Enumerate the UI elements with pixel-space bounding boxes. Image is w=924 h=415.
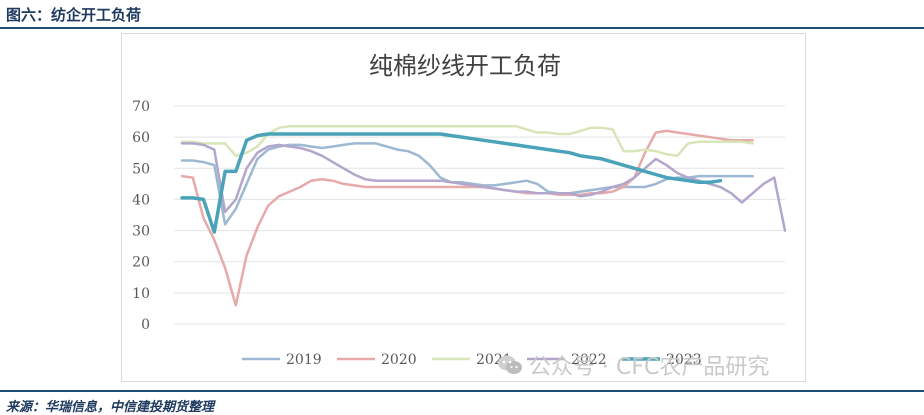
series-line-2023 [180,132,723,234]
y-tick-label: 20 [132,255,150,271]
y-tick-label: 60 [132,130,150,146]
series-lines [180,124,787,307]
legend-label-2019: 2019 [286,352,322,368]
series-line-2020 [180,129,754,307]
y-tick-label: 30 [132,224,150,240]
legend-label-2020: 2020 [381,352,417,368]
series-line-2019 [180,142,754,226]
y-tick-label: 70 [132,99,150,115]
source-note: 来源：华瑞信息，中信建投期货整理 [6,400,215,415]
legend-label-2022: 2022 [571,352,607,368]
watermark: 公众号 · CFC农产品研究 [497,349,769,381]
legend-label-2023: 2023 [666,352,702,368]
y-tick-label: 50 [132,161,150,177]
y-tick-label: 40 [132,192,150,208]
figure-title: 图六：纺企开工负荷 [6,6,142,24]
bottom-rule [0,390,924,392]
top-rule [0,27,924,29]
wechat-icon [498,355,522,374]
y-axis-ticks: 70 60 50 40 30 20 10 0 [132,99,150,333]
chart-title: 纯棉纱线开工负荷 [369,52,561,80]
y-tick-label: 0 [141,317,150,333]
watermark-text: 公众号 · CFC农产品研究 [529,355,770,380]
series-line-2021 [180,124,754,158]
series-line-2022 [180,142,787,232]
chart-frame: 纯棉纱线开工负荷 70 60 50 40 30 20 10 0 2019 2020 2021 202… [121,33,806,382]
legend: 2019 2020 2021 2022 2023 [242,352,702,368]
y-tick-label: 10 [132,286,150,302]
